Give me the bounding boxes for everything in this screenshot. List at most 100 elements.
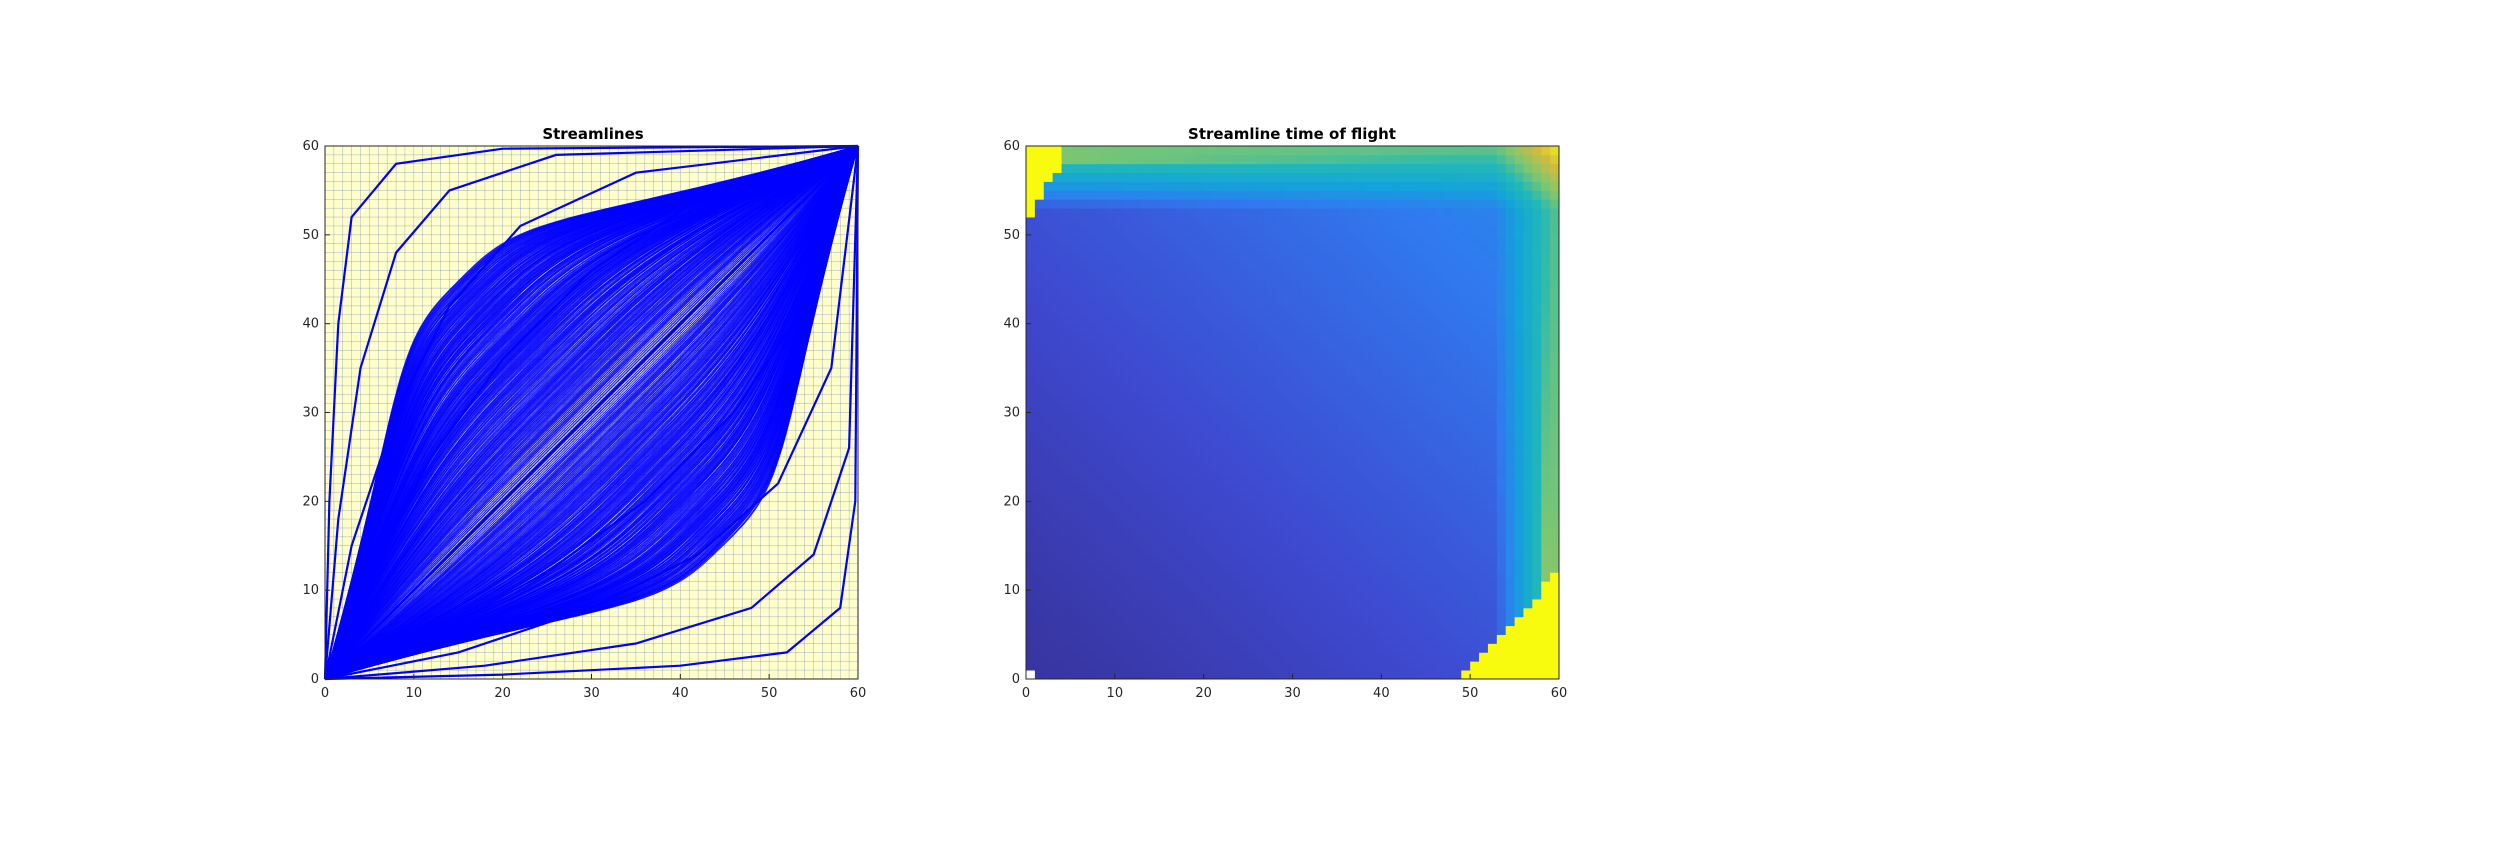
tof-cell	[1416, 519, 1427, 529]
tof-cell	[1061, 465, 1071, 476]
tof-cell	[1132, 252, 1142, 262]
tof-cell	[1256, 243, 1267, 253]
tof-cell	[1239, 243, 1249, 253]
tof-cell	[1496, 332, 1507, 342]
tof-cell	[1452, 430, 1462, 440]
tof-cell	[1301, 536, 1311, 547]
tof-cell	[1381, 519, 1391, 529]
tof-cell	[1132, 368, 1142, 378]
tof-cell	[1399, 305, 1409, 316]
tof-cell	[1301, 368, 1311, 378]
tof-cell	[1168, 305, 1178, 316]
tof-cell	[1132, 492, 1142, 502]
tof-cell	[1034, 323, 1045, 333]
tof-cell	[1079, 243, 1089, 253]
tof-cell	[1212, 154, 1222, 165]
tof-cell	[1292, 465, 1302, 476]
tof-cell	[1292, 368, 1302, 378]
tof-cell	[1061, 154, 1071, 165]
tof-cell	[1265, 456, 1276, 467]
tof-cell	[1105, 314, 1116, 325]
tof-cell	[1514, 554, 1524, 564]
tof-cell	[1079, 421, 1089, 431]
tof-cell	[1425, 670, 1436, 680]
tof-cell	[1221, 359, 1231, 369]
tof-cell	[1043, 154, 1054, 165]
tof-cell	[1550, 261, 1560, 271]
tof-cell	[1221, 243, 1231, 253]
tof-cell	[1301, 305, 1311, 316]
tof-cell	[1034, 172, 1045, 182]
tof-cell	[1248, 670, 1258, 680]
tof-cell	[1479, 590, 1489, 600]
tof-cell	[1168, 270, 1178, 280]
tof-cell	[1212, 634, 1222, 644]
streamline	[324, 145, 859, 680]
tof-cell	[1336, 581, 1347, 591]
streamline	[324, 145, 859, 680]
tof-cell	[1319, 359, 1329, 369]
tof-cell	[1239, 154, 1249, 165]
tof-cell	[1550, 501, 1560, 511]
tof-cell	[1292, 439, 1302, 449]
tof-cell	[1070, 305, 1080, 316]
tof-cell	[1123, 581, 1133, 591]
tof-cell	[1114, 323, 1125, 333]
tof-cell	[1390, 341, 1400, 351]
tof-cell	[1177, 483, 1187, 493]
tof-cell	[1381, 181, 1391, 191]
tof-cell	[1532, 572, 1542, 582]
tof-cell	[1470, 430, 1480, 440]
tof-cell	[1514, 625, 1524, 635]
tof-cell	[1141, 474, 1151, 484]
tof-cell	[1532, 536, 1542, 547]
tof-cell	[1043, 448, 1054, 458]
tof-cell	[1212, 323, 1222, 333]
tof-cell	[1239, 599, 1249, 609]
tof-cell	[1185, 359, 1196, 369]
tof-cell	[1026, 261, 1036, 271]
tof-cell	[1310, 394, 1320, 405]
tof-cell	[1292, 217, 1302, 227]
tof-cell	[1177, 572, 1187, 582]
tof-cell	[1479, 252, 1489, 262]
tof-cell	[1407, 146, 1418, 156]
tof-cell	[1452, 368, 1462, 378]
tof-cell	[1345, 616, 1356, 627]
tof-cell	[1328, 199, 1338, 209]
tof-cell	[1141, 163, 1151, 174]
tof-cell	[1230, 279, 1240, 289]
tof-cell	[1026, 208, 1036, 218]
tof-cell	[1088, 368, 1098, 378]
tof-cell	[1399, 590, 1409, 600]
tof-cell	[1203, 385, 1213, 396]
tof-cell	[1177, 545, 1187, 556]
tof-cell	[1532, 607, 1542, 618]
tof-cell	[1292, 332, 1302, 342]
tof-cell	[1052, 261, 1062, 271]
tof-cell	[1061, 554, 1071, 564]
tof-cell	[1310, 643, 1320, 653]
tof-cell	[1114, 430, 1125, 440]
tof-cell	[1034, 154, 1045, 165]
tof-cell	[1301, 376, 1311, 387]
tof-cell	[1132, 199, 1142, 209]
tof-cell	[1248, 181, 1258, 191]
tof-cell	[1026, 412, 1036, 422]
tof-cell	[1079, 252, 1089, 262]
tof-cell	[1034, 607, 1045, 618]
tof-cell	[1274, 323, 1285, 333]
tof-cell	[1168, 625, 1178, 635]
tof-cell	[1336, 430, 1347, 440]
tof-cell	[1265, 350, 1276, 360]
tof-cell	[1132, 376, 1142, 387]
tof-cell	[1212, 270, 1222, 280]
tof-cell	[1354, 430, 1364, 440]
tof-cell	[1487, 261, 1498, 271]
tof-cell	[1487, 634, 1498, 644]
tof-cell	[1301, 492, 1311, 502]
tof-cell	[1132, 261, 1142, 271]
streamline	[324, 145, 859, 680]
tof-cell	[1043, 385, 1054, 396]
tof-cell	[1496, 590, 1507, 600]
